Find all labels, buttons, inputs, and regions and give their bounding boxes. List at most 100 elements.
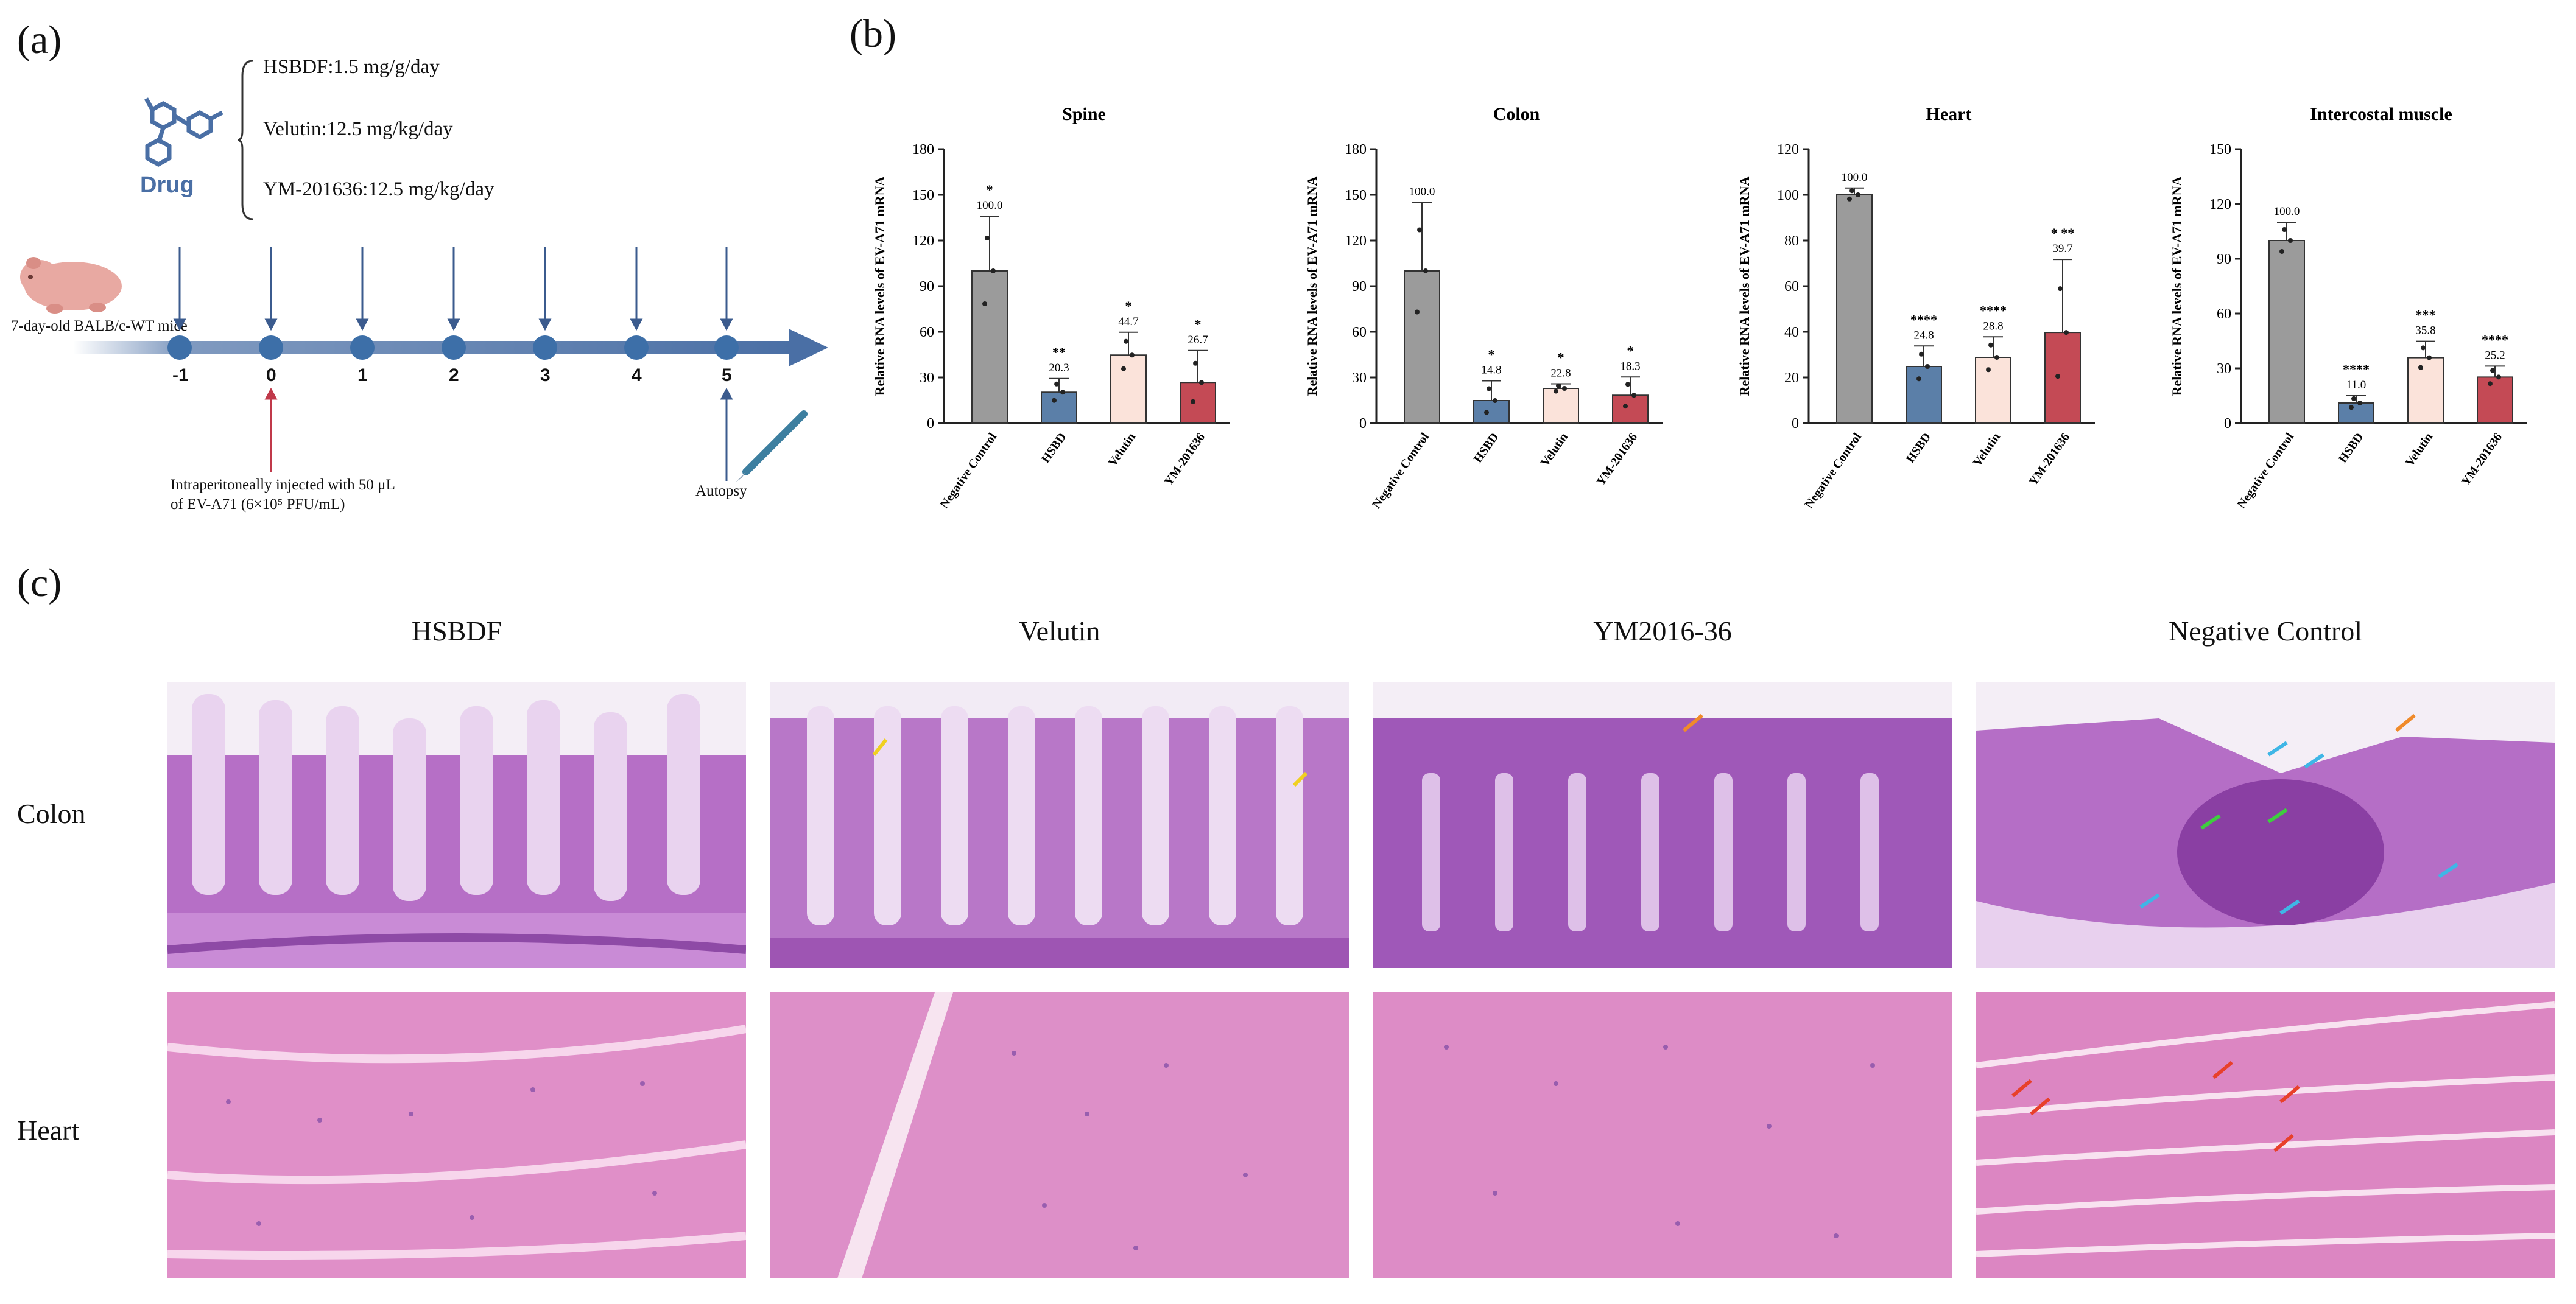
chart-1: Colon Relative RNA levels of EV-A71 mRNA 0…	[1304, 104, 1663, 511]
injection-text-line2: of EV-A71 (6×10⁵ PFU/mL)	[171, 496, 345, 513]
col-title-ym201636: YM2016-36	[1593, 615, 1732, 647]
data-point	[1415, 309, 1420, 315]
data-point	[1988, 342, 1993, 348]
y-tick-label: 60	[920, 324, 934, 340]
data-point	[1916, 376, 1921, 382]
day-label-minus1: -1	[172, 365, 189, 385]
category-label: Negative Control	[937, 430, 999, 511]
data-point	[2490, 368, 2495, 373]
day-label-2: 2	[449, 365, 459, 385]
data-point	[1193, 360, 1198, 366]
histology-heart-ym201636	[1373, 992, 1952, 1278]
data-point	[1199, 380, 1204, 385]
data-point	[2496, 374, 2501, 380]
significance-label: *	[987, 182, 993, 197]
data-point	[1191, 399, 1195, 404]
data-point	[2357, 401, 2362, 405]
category-label: YM-201636	[2027, 430, 2072, 488]
category-label: YM-201636	[1162, 430, 1208, 488]
y-tick-label: 120	[2209, 197, 2231, 212]
col-title-hsbdf: HSBDF	[411, 615, 502, 647]
y-tick-label: 60	[1352, 324, 1367, 340]
y-tick-label: 40	[1784, 324, 1799, 340]
bar	[2268, 240, 2305, 424]
category-label: Negative Control	[1802, 430, 1864, 511]
category-label: HSBD	[1471, 430, 1501, 465]
significance-label: *	[1627, 343, 1634, 358]
data-label: 100.0	[1842, 171, 1868, 184]
bar	[1975, 357, 2011, 424]
y-axis-label: Relative RNA levels of EV-A71 mRNA	[1304, 177, 1320, 396]
bar	[2477, 376, 2513, 424]
y-tick-label: 90	[1352, 279, 1367, 295]
significance-label: **	[1052, 345, 1066, 360]
panel-label-c: (c)	[17, 561, 62, 605]
y-tick-label: 100	[1777, 188, 1799, 203]
y-tick-label: 90	[920, 279, 934, 295]
chart-title: Heart	[1926, 104, 1972, 124]
y-tick-label: 30	[920, 370, 934, 386]
data-point	[1487, 386, 1491, 391]
y-tick-label: 120	[1777, 142, 1799, 158]
y-tick-label: 30	[1352, 370, 1367, 386]
data-point	[2279, 249, 2284, 254]
data-point	[1856, 192, 1860, 197]
panel-label-b: (b)	[850, 12, 896, 56]
data-point	[2427, 355, 2432, 360]
histology-colon-hsbdf	[167, 682, 746, 968]
category-label: HSBD	[1904, 430, 1934, 465]
data-point	[1052, 398, 1057, 403]
significance-label: *	[1195, 317, 1202, 332]
category-label: Negative Control	[2234, 430, 2296, 511]
bar	[1836, 194, 1873, 424]
y-tick-label: 150	[912, 188, 934, 203]
y-tick-label: 60	[2217, 306, 2231, 322]
data-point	[2418, 365, 2423, 370]
histology-heart-velutin	[770, 992, 1349, 1278]
data-point	[1986, 367, 1991, 373]
category-label: Velutin	[1106, 430, 1138, 469]
y-tick-label: 120	[1345, 233, 1367, 249]
data-point	[2349, 405, 2354, 410]
dose-hsbdf: HSBDF:1.5 mg/g/day	[263, 56, 440, 78]
drug-label: Drug	[140, 172, 194, 198]
chart-title: Intercostal muscle	[2310, 104, 2452, 124]
category-label: HSBD	[1039, 430, 1069, 465]
col-title-negative-control: Negative Control	[2168, 615, 2363, 647]
data-point	[2282, 227, 2287, 232]
data-point	[982, 301, 987, 306]
data-point	[1493, 398, 1497, 403]
data-point	[1121, 366, 1126, 371]
data-point	[2488, 381, 2493, 387]
category-label: Velutin	[1538, 430, 1571, 469]
day-label-1: 1	[357, 365, 368, 385]
data-point	[1423, 268, 1428, 273]
data-point	[991, 268, 996, 273]
data-point	[1484, 410, 1489, 415]
histology-colon-ym201636	[1373, 682, 1952, 968]
significance-label: ****	[1910, 312, 1937, 327]
significance-label: ****	[2482, 332, 2508, 347]
data-point	[1060, 390, 1065, 395]
day-label-3: 3	[540, 365, 551, 385]
bar	[2044, 332, 2081, 424]
y-tick-label: 0	[1792, 416, 1799, 432]
bar	[2338, 402, 2374, 424]
data-point	[2421, 345, 2426, 351]
significance-label: *	[1125, 298, 1132, 314]
data-label: 25.2	[2485, 349, 2505, 362]
data-point	[1623, 404, 1628, 409]
y-tick-label: 150	[1345, 188, 1367, 203]
row-title-colon: Colon	[17, 798, 86, 829]
histology-heart-negative-control	[1976, 992, 2555, 1278]
arrow-yellow-icon	[872, 738, 888, 756]
data-point	[1925, 364, 1930, 369]
category-label: YM-201636	[2459, 430, 2505, 488]
significance-label: ***	[2416, 307, 2436, 323]
category-label: Velutin	[1971, 430, 2003, 469]
y-tick-label: 0	[927, 416, 934, 432]
y-tick-label: 30	[2217, 361, 2231, 377]
category-label: Negative Control	[1370, 430, 1432, 511]
data-label: 39.7	[2052, 242, 2072, 255]
significance-label: ****	[1980, 303, 2007, 318]
